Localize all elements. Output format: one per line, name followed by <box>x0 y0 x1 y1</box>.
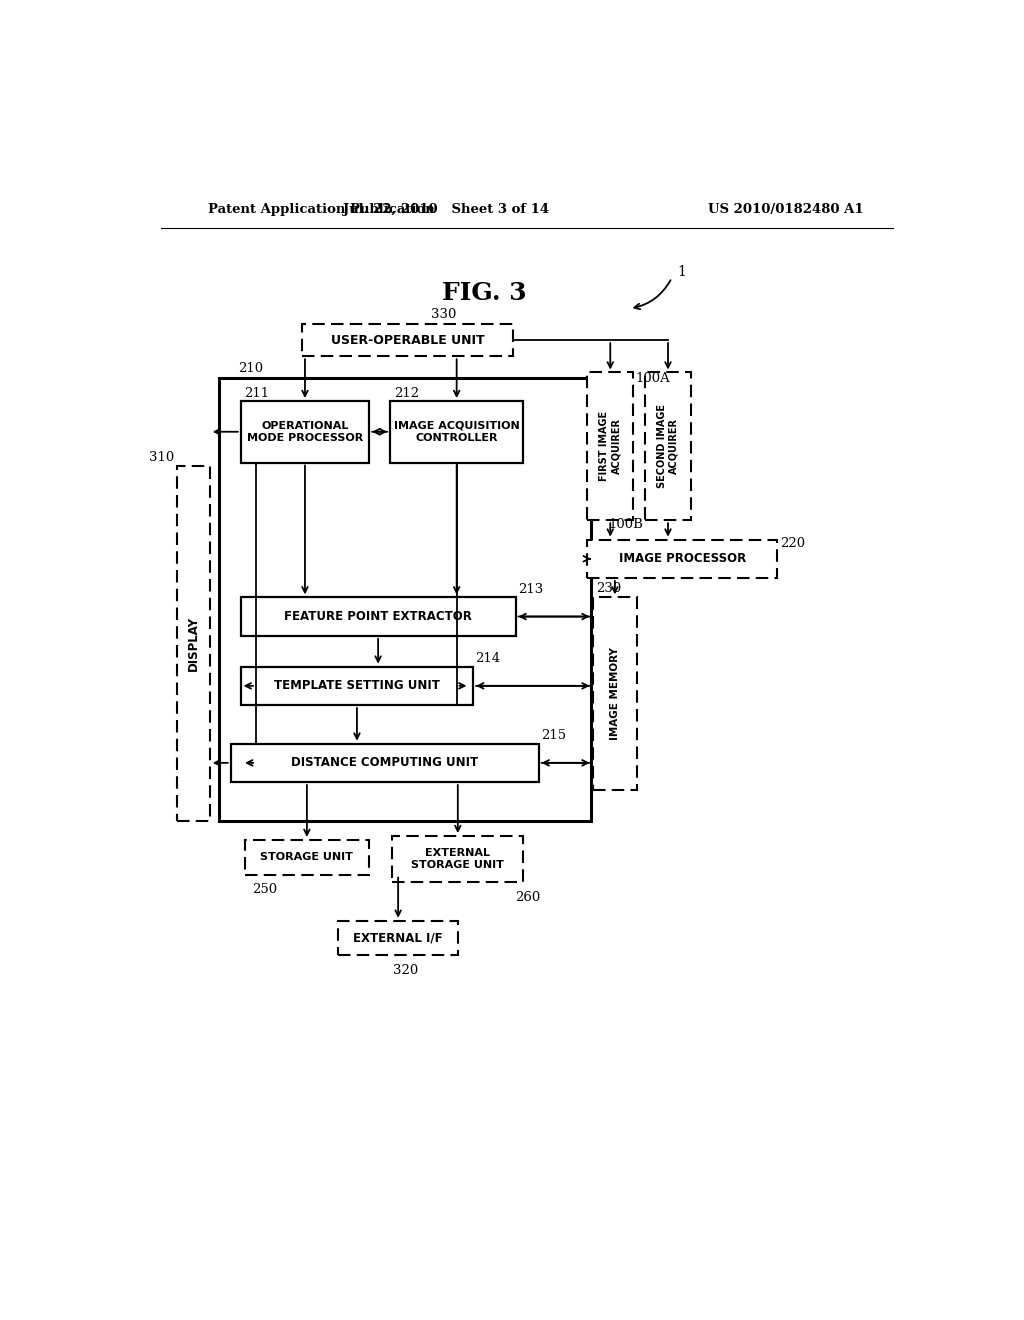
Text: 1: 1 <box>677 265 686 280</box>
Text: Jul. 22, 2010   Sheet 3 of 14: Jul. 22, 2010 Sheet 3 of 14 <box>343 203 549 216</box>
Text: 215: 215 <box>541 730 566 742</box>
Bar <box>219 378 591 821</box>
Text: IMAGE ACQUISITION
CONTROLLER: IMAGE ACQUISITION CONTROLLER <box>394 421 519 442</box>
Text: SECOND IMAGE
ACQUIRER: SECOND IMAGE ACQUIRER <box>657 404 679 488</box>
Bar <box>245 840 370 875</box>
Bar <box>645 372 691 520</box>
Bar <box>593 597 637 789</box>
Text: STORAGE UNIT: STORAGE UNIT <box>260 853 353 862</box>
Bar <box>390 401 523 462</box>
Text: IMAGE MEMORY: IMAGE MEMORY <box>610 647 620 741</box>
Text: USER-OPERABLE UNIT: USER-OPERABLE UNIT <box>331 334 484 347</box>
Text: EXTERNAL I/F: EXTERNAL I/F <box>353 932 443 945</box>
Text: IMAGE PROCESSOR: IMAGE PROCESSOR <box>618 552 745 565</box>
Text: 100B: 100B <box>608 517 643 531</box>
Text: 213: 213 <box>518 583 543 597</box>
Text: 260: 260 <box>515 891 541 904</box>
Text: FIRST IMAGE
ACQUIRER: FIRST IMAGE ACQUIRER <box>599 412 622 482</box>
Text: EXTERNAL
STORAGE UNIT: EXTERNAL STORAGE UNIT <box>412 849 504 870</box>
Text: 310: 310 <box>150 450 174 463</box>
Bar <box>392 836 523 882</box>
Text: 330: 330 <box>431 308 457 321</box>
Text: FIG. 3: FIG. 3 <box>442 281 527 305</box>
Bar <box>241 401 370 462</box>
Bar <box>241 598 515 636</box>
Text: 212: 212 <box>394 387 419 400</box>
Text: 250: 250 <box>252 883 278 896</box>
Text: Patent Application Publication: Patent Application Publication <box>208 203 434 216</box>
Bar <box>587 372 634 520</box>
Text: DISTANCE COMPUTING UNIT: DISTANCE COMPUTING UNIT <box>291 756 478 770</box>
Text: TEMPLATE SETTING UNIT: TEMPLATE SETTING UNIT <box>274 680 440 693</box>
Bar <box>177 466 210 821</box>
Text: 320: 320 <box>393 964 419 977</box>
Bar <box>230 743 539 781</box>
Text: 100A: 100A <box>636 372 671 385</box>
Text: 214: 214 <box>475 652 501 665</box>
Bar <box>301 323 513 356</box>
Bar <box>339 921 458 956</box>
Text: 230: 230 <box>596 582 622 594</box>
Text: US 2010/0182480 A1: US 2010/0182480 A1 <box>708 203 863 216</box>
Text: 210: 210 <box>239 362 263 375</box>
Bar <box>587 540 777 578</box>
Text: OPERATIONAL
MODE PROCESSOR: OPERATIONAL MODE PROCESSOR <box>247 421 364 442</box>
Text: 211: 211 <box>245 387 269 400</box>
Bar <box>241 667 473 705</box>
Text: DISPLAY: DISPLAY <box>186 616 200 671</box>
Text: FEATURE POINT EXTRACTOR: FEATURE POINT EXTRACTOR <box>285 610 472 623</box>
Text: 220: 220 <box>780 537 806 550</box>
